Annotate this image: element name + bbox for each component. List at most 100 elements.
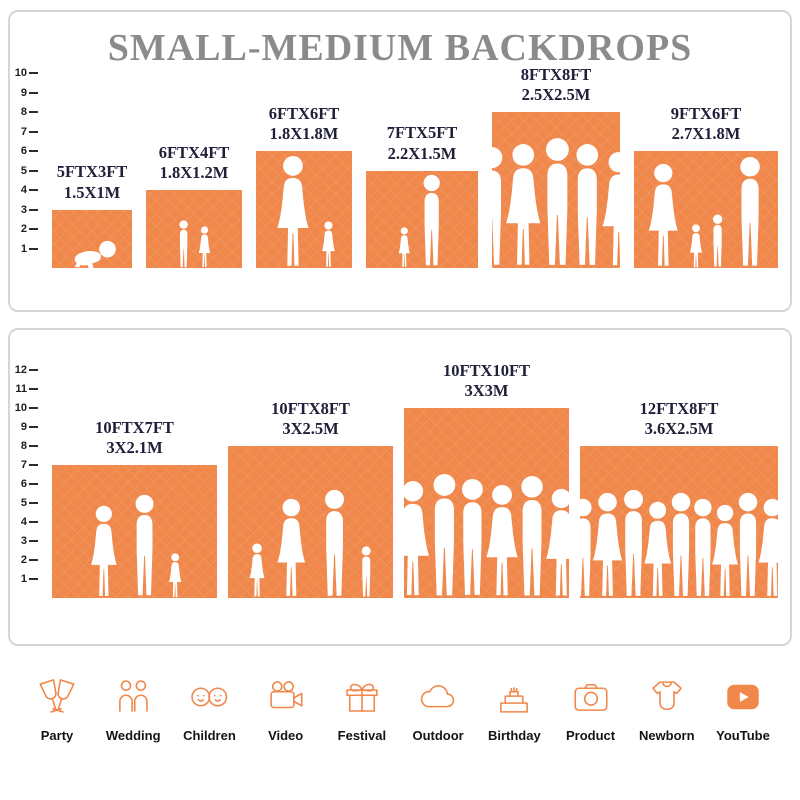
person-silhouette-icon (67, 239, 117, 268)
ruler-number: 3 (20, 535, 27, 547)
category-item-children: Children (176, 676, 242, 743)
ruler-tick: 9 (13, 86, 38, 100)
ruler-number: 2 (20, 223, 27, 235)
person-silhouette-icon (415, 174, 448, 268)
ruler-tick-line (29, 521, 38, 523)
category-label: Children (183, 728, 236, 743)
backdrop-item: 6FTX4FT 1.8X1.2M (146, 143, 242, 268)
ruler-tick: 1 (13, 242, 38, 256)
size-feet-label: 6FTX4FT (158, 142, 230, 162)
ruler-tick: 11 (13, 382, 38, 396)
person-silhouette-icon (175, 220, 192, 268)
ruler-number: 5 (20, 164, 27, 177)
backdrop-swatch (404, 408, 569, 598)
category-item-product: Product (558, 676, 624, 743)
silhouette-group (404, 473, 569, 598)
ruler-number: 9 (20, 86, 27, 99)
person-silhouette-icon (246, 543, 268, 598)
ruler-tick: 7 (13, 125, 38, 139)
silhouette-group (256, 155, 352, 269)
person-silhouette-icon (270, 155, 316, 269)
backdrop-swatch (52, 209, 132, 268)
ruler-tick-line (29, 559, 38, 561)
person-silhouette-icon (85, 505, 123, 598)
size-meters-label: 2.2X1.5M (387, 143, 457, 163)
ruler-tick-line (29, 150, 38, 152)
children-icon (188, 676, 230, 718)
person-silhouette-icon (357, 546, 376, 598)
ruler-number: 2 (20, 554, 27, 566)
size-feet-label: 10FTX8FT (271, 398, 350, 418)
category-item-video: Video (253, 676, 319, 743)
category-label: Party (40, 728, 74, 743)
ruler-number: 9 (20, 421, 27, 433)
ruler-tick: 6 (13, 144, 38, 158)
backdrop-swatch (634, 151, 778, 268)
backdrop-row: 10FTX7FT 3X2.1M 10FTX8FT 3X2.5M 10FTX10FT 3X3… (52, 361, 778, 598)
ruler-tick-line (29, 578, 38, 580)
backdrop-size-label: 10FTX7FT 3X2.1M (95, 418, 174, 459)
ruler-tick-line (29, 464, 38, 466)
size-meters-label: 3.6X2.5M (644, 419, 714, 439)
ruler-number: 4 (20, 516, 27, 528)
backdrop-item: 9FTX6FT 2.7X1.8M (634, 104, 778, 268)
ruler-tick-line (29, 247, 38, 250)
person-silhouette-icon (315, 489, 354, 598)
backdrop-item: 6FTX6FT 1.8X1.8M (256, 104, 352, 268)
backdrop-size-infographic: SMALL-MEDIUM BACKDROPS 1 2 3 4 5 6 7 8 9 10 5FTX3… (0, 10, 800, 743)
size-feet-label: 7FTX5FT (386, 123, 458, 143)
category-item-birthday: Birthday (481, 676, 547, 743)
size-meters-label: 3X2.1M (106, 438, 163, 458)
video-icon (265, 676, 307, 718)
backdrop-item: 5FTX3FT 1.5X1M (52, 162, 132, 268)
ruler-tick-line (29, 208, 38, 211)
ruler-tick-line (29, 540, 38, 542)
ruler-tick: 4 (13, 515, 38, 529)
ruler-tick: 2 (13, 553, 38, 567)
person-silhouette-icon (126, 494, 163, 598)
backdrop-size-label: 10FTX10FT 3X3M (443, 361, 530, 402)
ruler-number: 7 (20, 125, 27, 138)
ruler-tick: 2 (13, 222, 38, 236)
ruler-tick: 7 (13, 458, 38, 472)
category-label: Outdoor (412, 728, 464, 743)
ruler-tick: 6 (13, 477, 38, 491)
backdrop-size-label: 10FTX8FT 3X2.5M (271, 399, 350, 440)
ruler-tick-line (29, 130, 38, 133)
ruler-tick-line (29, 502, 38, 504)
ruler-tick: 3 (13, 203, 38, 217)
ruler-tick: 3 (13, 534, 38, 548)
ruler-tick: 10 (13, 401, 38, 415)
person-silhouette-icon (271, 498, 312, 598)
backdrop-size-label: 8FTX8FT 2.5X2.5M (521, 65, 592, 106)
ruler-tick: 9 (13, 420, 38, 434)
category-item-party: Party (24, 676, 90, 743)
size-meters-label: 2.7X1.8M (671, 124, 741, 144)
category-item-outdoor: Outdoor (405, 676, 471, 743)
backdrop-item: 10FTX7FT 3X2.1M (52, 418, 217, 598)
category-label: Festival (337, 728, 387, 743)
size-meters-label: 2.5X2.5M (521, 85, 591, 105)
backdrop-row: 5FTX3FT 1.5X1M 6FTX4FT 1.8X1.2M 6FTX6FT 1.8X1… (52, 65, 778, 268)
size-feet-label: 12FTX8FT (639, 398, 719, 418)
ruler-tick-line (29, 426, 38, 428)
ruler-number: 10 (14, 402, 27, 414)
category-item-wedding: Wedding (100, 676, 166, 743)
person-silhouette-icon (730, 156, 770, 268)
page-title: SMALL-MEDIUM BACKDROPS (107, 27, 693, 69)
backdrop-item: 7FTX5FT 2.2X1.5M (366, 123, 478, 268)
category-label: Wedding (105, 728, 161, 743)
size-meters-label: 3X3M (464, 381, 509, 401)
person-silhouette-icon (642, 163, 685, 268)
backdrop-swatch (228, 446, 393, 598)
panel-small-medium-top: SMALL-MEDIUM BACKDROPS 1 2 3 4 5 6 7 8 9 10 5FTX3… (8, 10, 792, 312)
backdrop-size-label: 9FTX6FT 2.7X1.8M (671, 104, 742, 145)
ruler-number: 7 (20, 459, 27, 471)
ruler-tick: 8 (13, 105, 38, 119)
backdrop-item: 10FTX10FT 3X3M (404, 361, 569, 598)
category-item-youtube: YouTube (710, 676, 776, 743)
ruler-number: 11 (15, 383, 27, 395)
ruler-number: 3 (20, 203, 27, 216)
ruler-number: 6 (20, 145, 27, 157)
silhouette-group (52, 494, 217, 598)
